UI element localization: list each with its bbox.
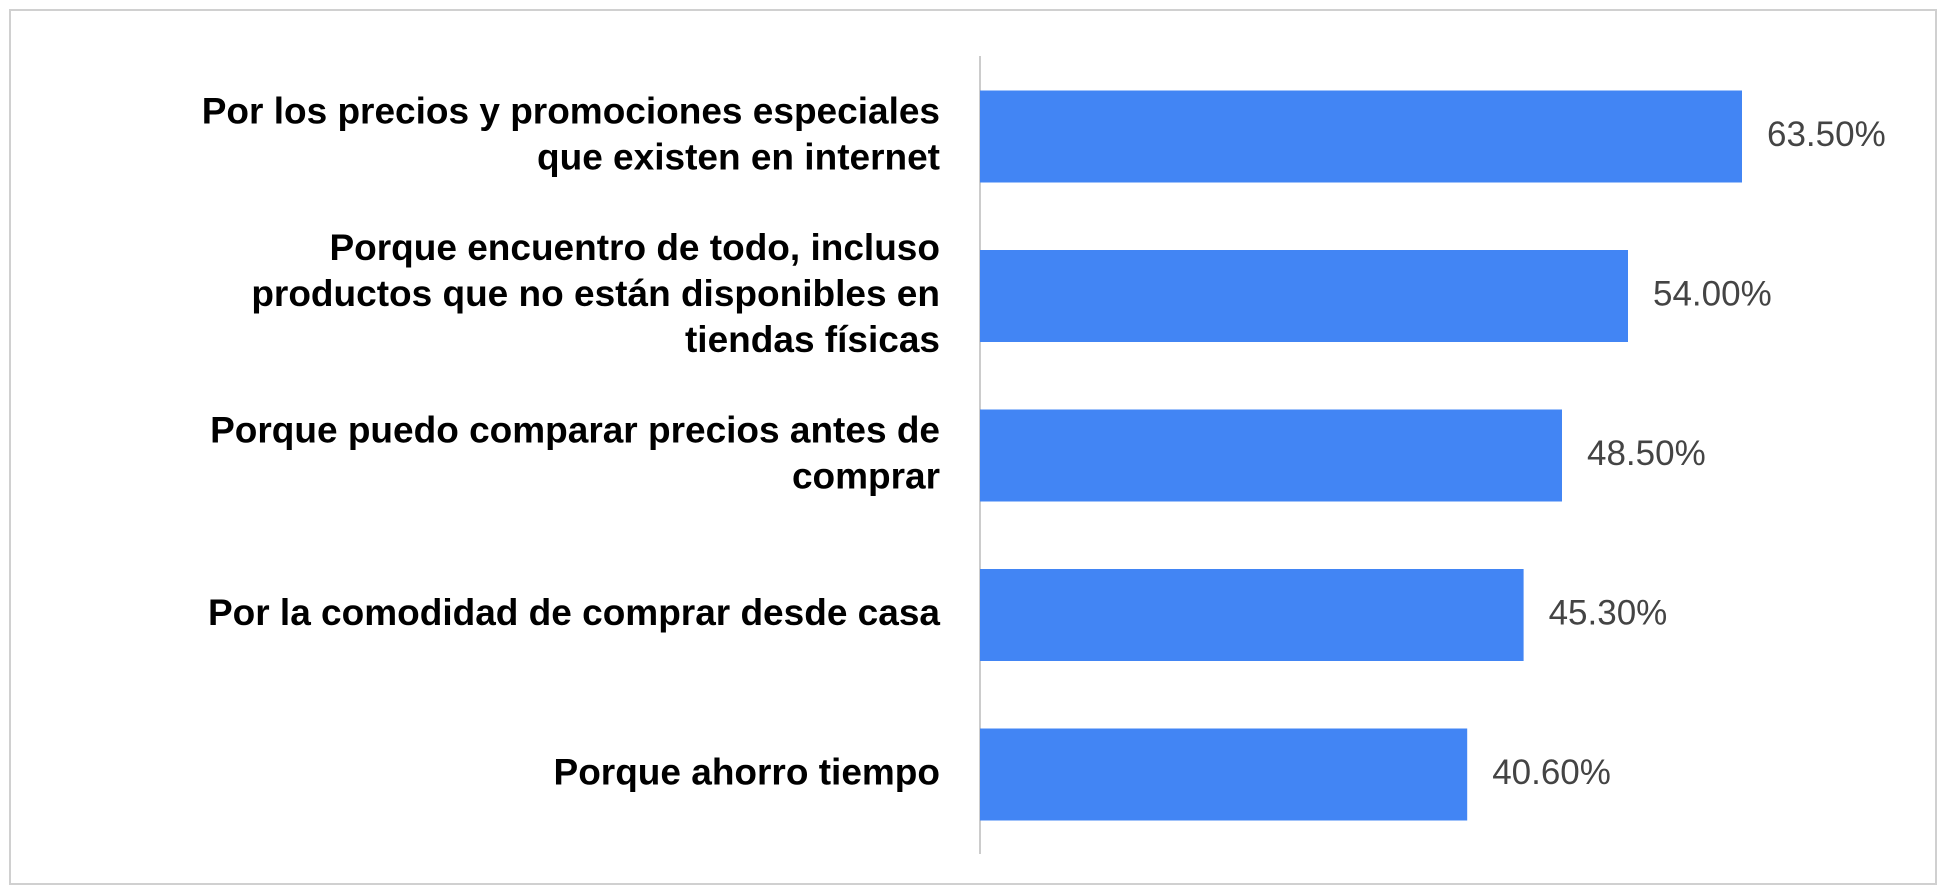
bar (980, 569, 1524, 661)
bar (980, 250, 1628, 342)
category-label: Por los precios y promociones especiales… (202, 90, 940, 177)
category-label: Porque encuentro de todo, incluso product… (251, 227, 940, 360)
value-label: 48.50% (1587, 434, 1706, 473)
category-label: Porque puedo comparar precios antes de co… (210, 409, 940, 496)
bar (980, 728, 1468, 821)
category-label: Porque ahorro tiempo (554, 751, 940, 792)
value-label: 45.30% (1549, 593, 1668, 632)
bar (980, 90, 1742, 183)
value-label: 63.50% (1767, 115, 1886, 154)
frame (9, 9, 1937, 885)
value-label: 40.60% (1492, 753, 1611, 792)
category-label: Por la comodidad de comprar desde casa (208, 592, 940, 633)
bar (980, 409, 1562, 502)
value-label: 54.00% (1653, 274, 1772, 313)
